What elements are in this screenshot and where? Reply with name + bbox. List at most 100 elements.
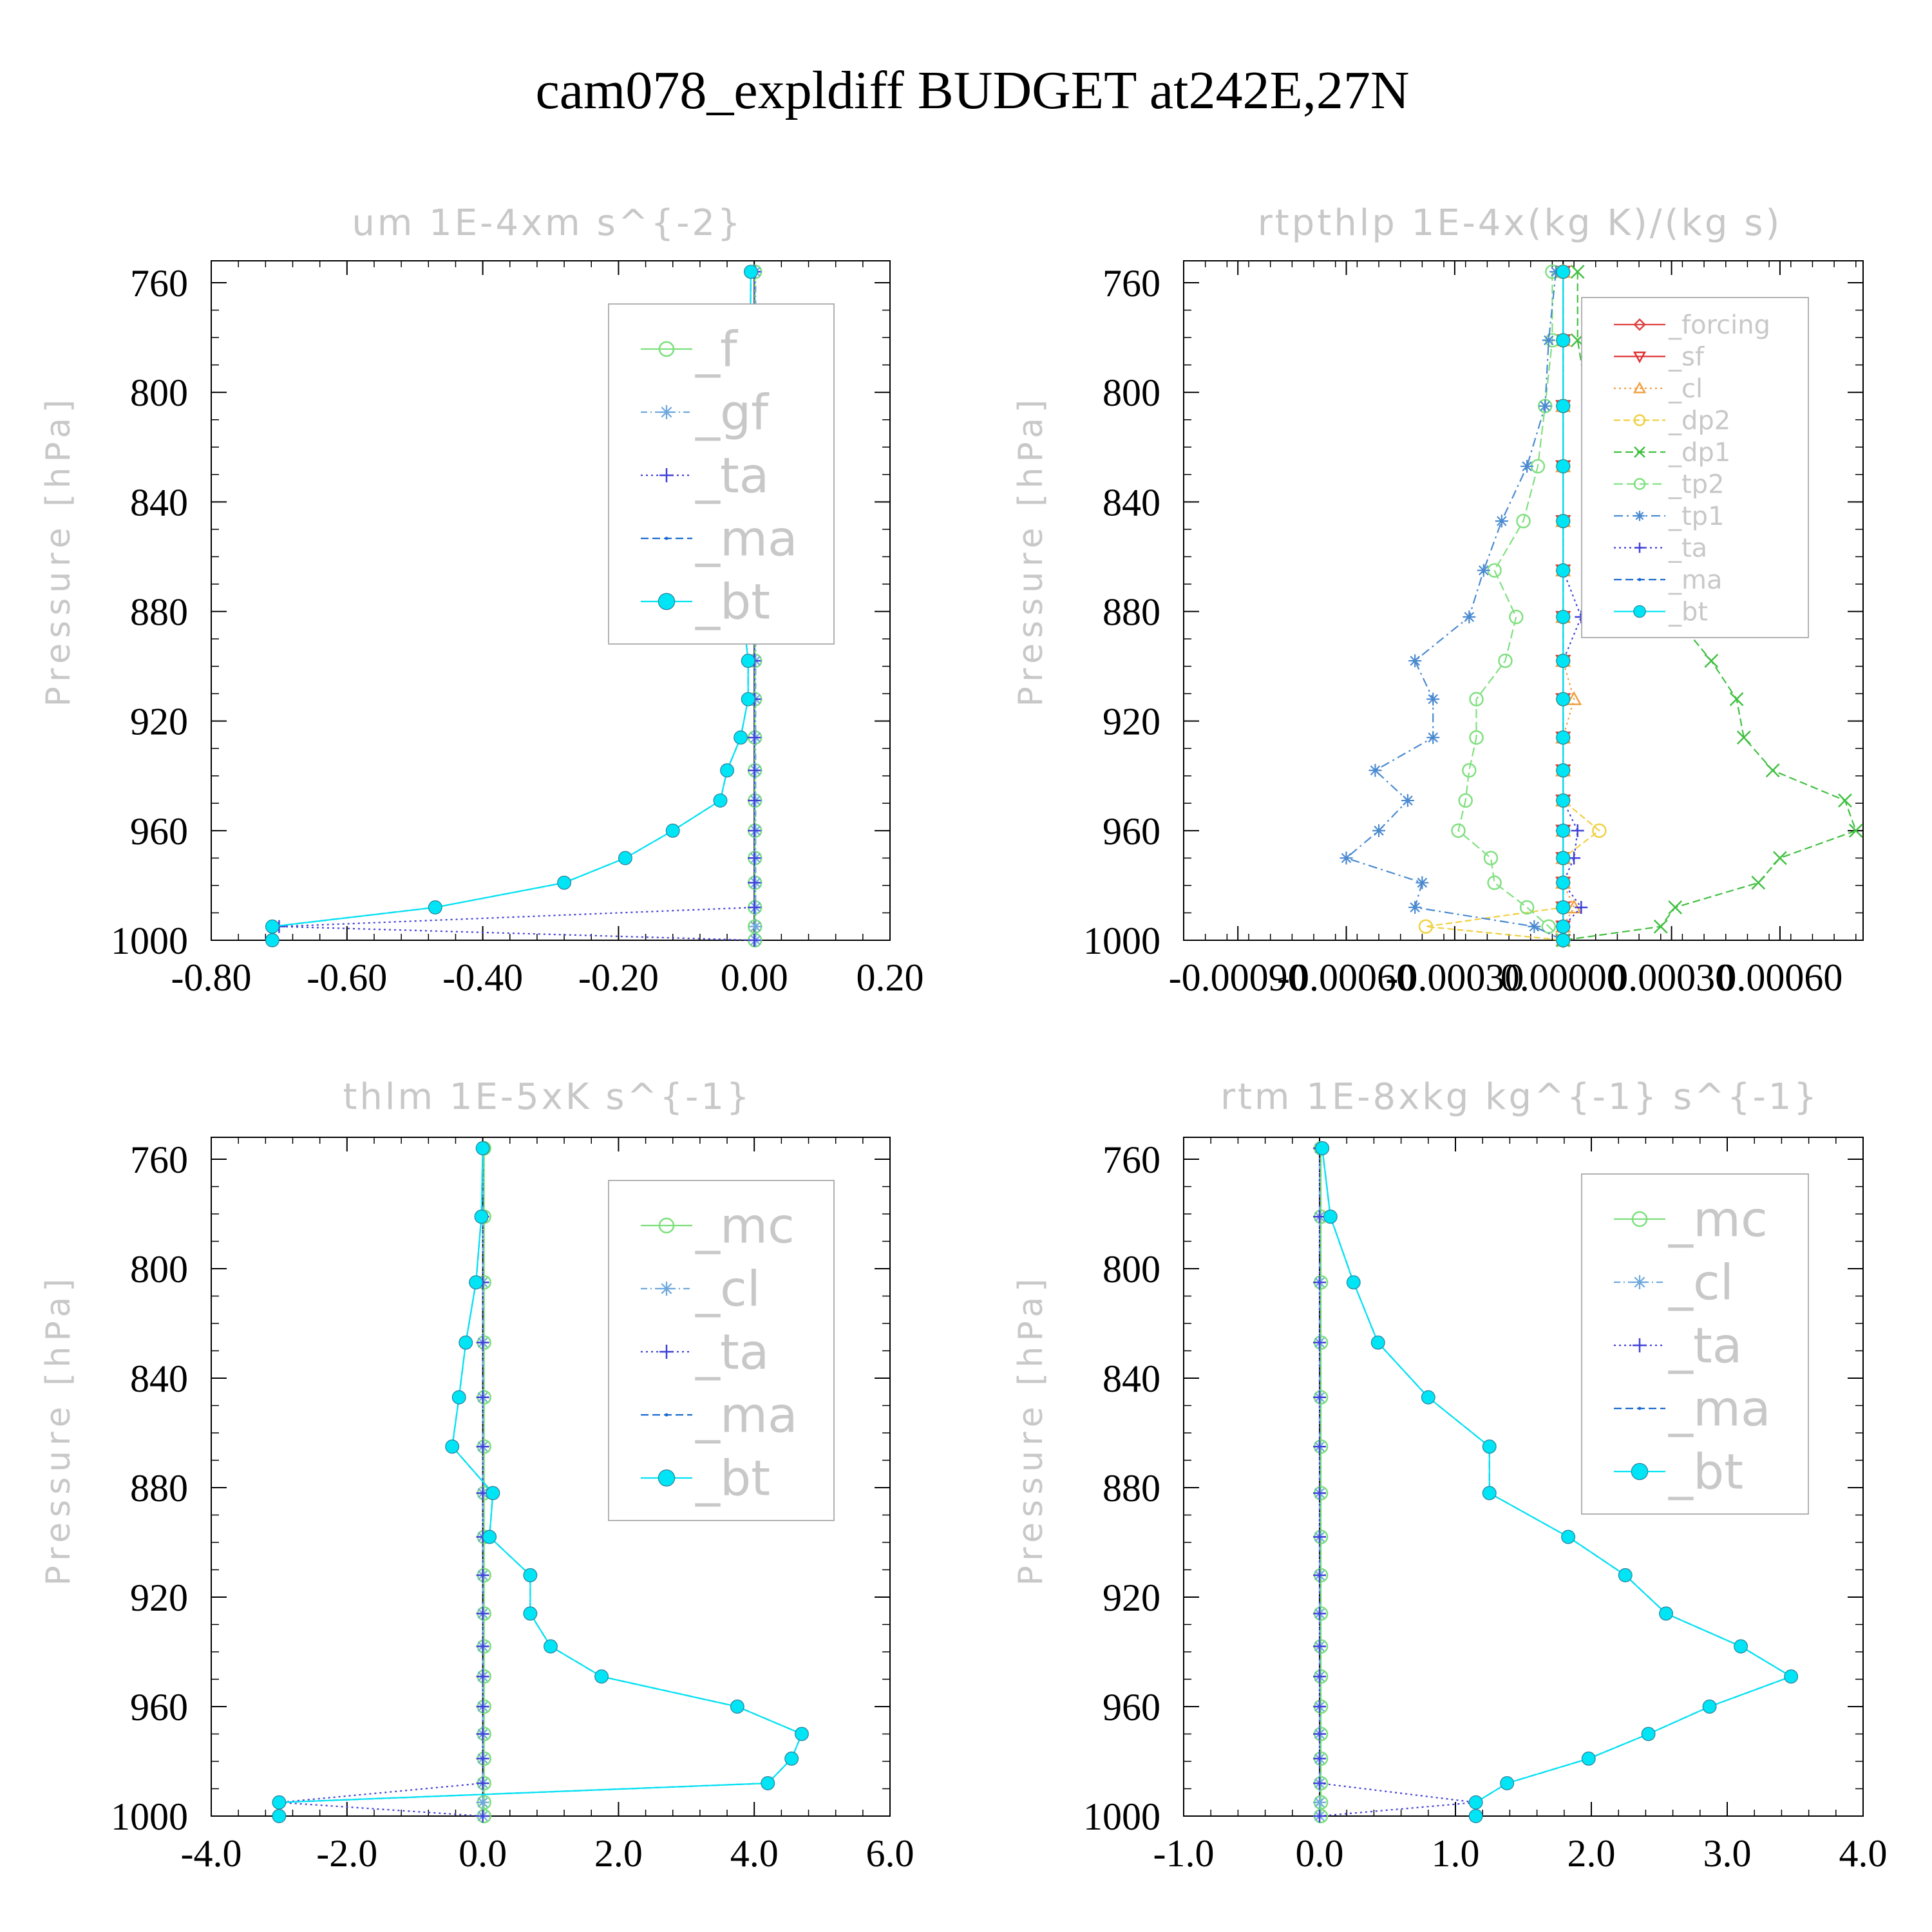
x-tick-label: 0.00030 [1609, 956, 1734, 999]
x-tick-label: 0.00000 [1501, 956, 1626, 999]
x-tick-label: -2.0 [316, 1832, 377, 1875]
series-bt-point [265, 933, 279, 947]
series-bt-point [1556, 333, 1571, 348]
series-ta-point [1313, 1569, 1326, 1582]
y-axis-label: Pressure [hPa] [1012, 395, 1050, 707]
series-ta-point [476, 1390, 489, 1404]
series-bt-point [474, 1209, 489, 1224]
legend-marker [658, 592, 676, 611]
x-tick-label: 2.0 [1567, 1832, 1616, 1875]
series-bt-point [761, 1776, 775, 1790]
series-bt-point [1556, 900, 1571, 914]
y-tick-label: 920 [1103, 701, 1160, 743]
series-bt-point [1581, 1751, 1596, 1766]
series-ta-point [1313, 1727, 1326, 1741]
panel-um: um 1E-4xm s^{-2} Pressure [hPa] -0.80 -0.… [39, 202, 924, 999]
series-cl-point [1566, 691, 1582, 705]
legend-marker [659, 468, 674, 482]
legend-label: _ma [695, 510, 798, 567]
series-ta-point [1313, 1336, 1326, 1349]
series-ta-point [748, 764, 761, 777]
y-tick-label: 960 [130, 810, 188, 853]
series-bt-point [720, 763, 734, 778]
legend-marker [665, 1413, 668, 1417]
series-dp2-point [1418, 919, 1434, 934]
y-tick-label: 760 [130, 1139, 188, 1181]
series-dp2-point [1592, 823, 1607, 838]
series-tp1-point [1408, 654, 1422, 668]
series-tp1-point [1539, 399, 1552, 413]
series-ta-point [748, 900, 761, 914]
legend-label: _ta [1668, 1317, 1742, 1374]
legend-label: _bt [1668, 1443, 1743, 1501]
series-ta-point [476, 1700, 489, 1713]
series-tp1-point [1408, 900, 1422, 914]
series-bt-point [1556, 730, 1571, 745]
series-tp1-line [1345, 271, 1564, 941]
series-ta-point [748, 824, 761, 837]
series-ta-point [748, 731, 761, 744]
series-bt-point [265, 919, 279, 934]
series-tp1-point [1372, 824, 1386, 837]
series-bt-point [1556, 793, 1571, 808]
x-tick-label: 2.0 [594, 1832, 643, 1875]
legend-label: _ma [1668, 565, 1722, 595]
series-tp1-point [1426, 731, 1440, 744]
y-tick-label: 840 [130, 481, 188, 524]
series-cl-point [1313, 1795, 1326, 1809]
series-ta-point [748, 934, 761, 947]
series-bt-point [469, 1275, 484, 1290]
y-tick-label: 840 [1103, 1358, 1160, 1400]
x-tick-label: -0.00060 [1277, 956, 1416, 999]
series-bt-point [594, 1669, 609, 1684]
series-ta-point [1313, 1700, 1326, 1713]
series-bt-point [1556, 514, 1571, 529]
series-ta-point [476, 1440, 489, 1454]
legend-label: _ta [1668, 534, 1707, 564]
legend-marker [659, 1282, 674, 1296]
y-tick-label: 1000 [1083, 920, 1160, 962]
x-tick-label: 3.0 [1703, 1832, 1752, 1875]
y-tick-label: 920 [130, 1577, 188, 1619]
panel-thlm: thlm 1E-5xK s^{-1} Pressure [hPa] -4.0 -2… [39, 1076, 914, 1875]
series-bt-point [1659, 1606, 1673, 1621]
series-ta-point [748, 794, 761, 808]
legend-label: _gf [695, 384, 770, 441]
series-dp1-point [1570, 265, 1585, 279]
series-dp1-point [1751, 875, 1766, 890]
panel-rtm: rtm 1E-8xkg kg^{-1} s^{-1} Pressure [hPa… [1012, 1076, 1888, 1875]
series-tp1-point [1401, 794, 1414, 808]
series-ta-point [1313, 1486, 1326, 1500]
legend-label: _cl [1668, 374, 1703, 404]
series-ta-point [476, 1670, 489, 1683]
y-tick-label: 960 [130, 1686, 188, 1728]
x-tick-label: 0.00 [721, 956, 788, 999]
legend-marker [658, 1217, 675, 1234]
x-tick-label: -0.00030 [1385, 956, 1524, 999]
series-bt-point [1482, 1486, 1497, 1501]
legend-label: _dp1 [1668, 438, 1730, 468]
series-dp1-point [1848, 823, 1863, 838]
series-bt-point [1370, 1335, 1385, 1350]
series-gf-point [749, 920, 762, 933]
series-bt-line [1321, 1148, 1793, 1816]
series-tp2-point [1509, 609, 1524, 625]
legend-label: _ta [695, 447, 769, 504]
legend-label: _cl [1668, 1254, 1734, 1311]
series-bt-point [1556, 610, 1571, 624]
x-tick-label: 1.0 [1432, 1832, 1480, 1875]
series-bt-point [1468, 1809, 1483, 1823]
series-ta-point [476, 1607, 489, 1620]
series-bt-point [1323, 1209, 1338, 1224]
series-dp1-point [1736, 730, 1751, 745]
x-tick-label: -0.40 [442, 956, 523, 999]
x-tick-label: -1.0 [1153, 1832, 1215, 1875]
y-tick-label: 1000 [111, 920, 188, 962]
series-ta-point [1313, 1670, 1326, 1683]
legend-label: _ma [695, 1387, 798, 1444]
series-ta-point [1313, 1810, 1326, 1823]
legend-label: _bt [695, 1450, 770, 1507]
legend-box [1581, 1173, 1809, 1515]
y-tick-label: 1000 [111, 1795, 188, 1838]
